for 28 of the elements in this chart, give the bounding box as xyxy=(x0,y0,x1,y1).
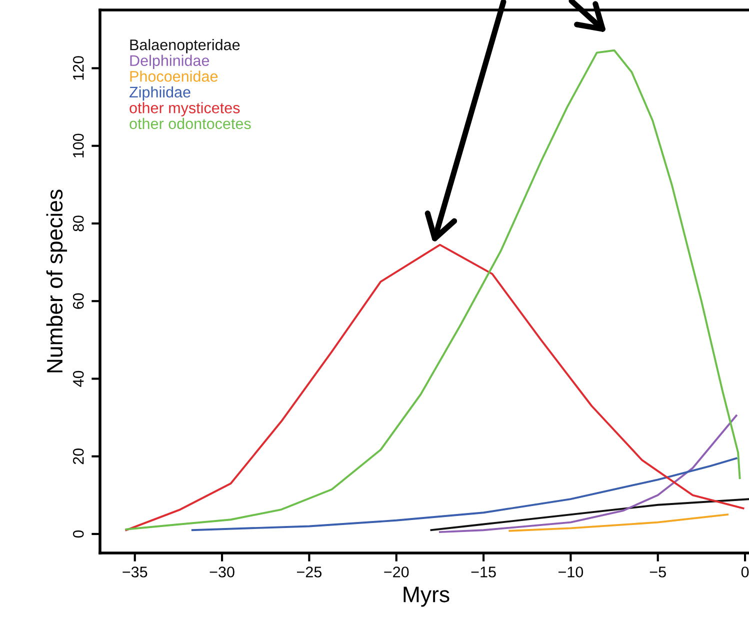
line-series xyxy=(438,414,738,534)
y-axis-title: Number of species xyxy=(46,190,68,372)
line-series xyxy=(508,514,729,532)
x-tick-label: −30 xyxy=(210,566,234,578)
line-series xyxy=(125,244,744,532)
y-tick-label: 60 xyxy=(72,293,84,309)
x-axis-title: Myrs xyxy=(404,586,450,607)
text: other mysticetes xyxy=(130,102,240,116)
text: Ziphiidae xyxy=(130,86,190,101)
line-series xyxy=(430,498,749,532)
x-tick-label: −35 xyxy=(122,566,148,578)
x-tick-label: −15 xyxy=(471,566,496,578)
y-tick-label: 120 xyxy=(72,56,84,80)
y-tick-label: 20 xyxy=(72,448,84,464)
y-tick-label: 80 xyxy=(72,216,84,232)
x-tick-label: −10 xyxy=(558,566,584,578)
text: Delphinidae xyxy=(130,54,210,70)
x-tick-label: 0 xyxy=(741,566,749,578)
y-tick-label: 100 xyxy=(72,134,84,158)
line-series xyxy=(191,457,738,532)
y-tick-label: 40 xyxy=(72,370,84,387)
x-tick-label: −20 xyxy=(384,566,409,578)
y-tick-label: 0 xyxy=(72,530,84,538)
x-tick-label: −25 xyxy=(296,566,322,578)
text: Balaenopteridae xyxy=(130,39,240,54)
text: Phocoenidae xyxy=(130,70,218,82)
x-tick-label: −5 xyxy=(650,566,666,578)
text: other odontocetes xyxy=(130,118,251,130)
